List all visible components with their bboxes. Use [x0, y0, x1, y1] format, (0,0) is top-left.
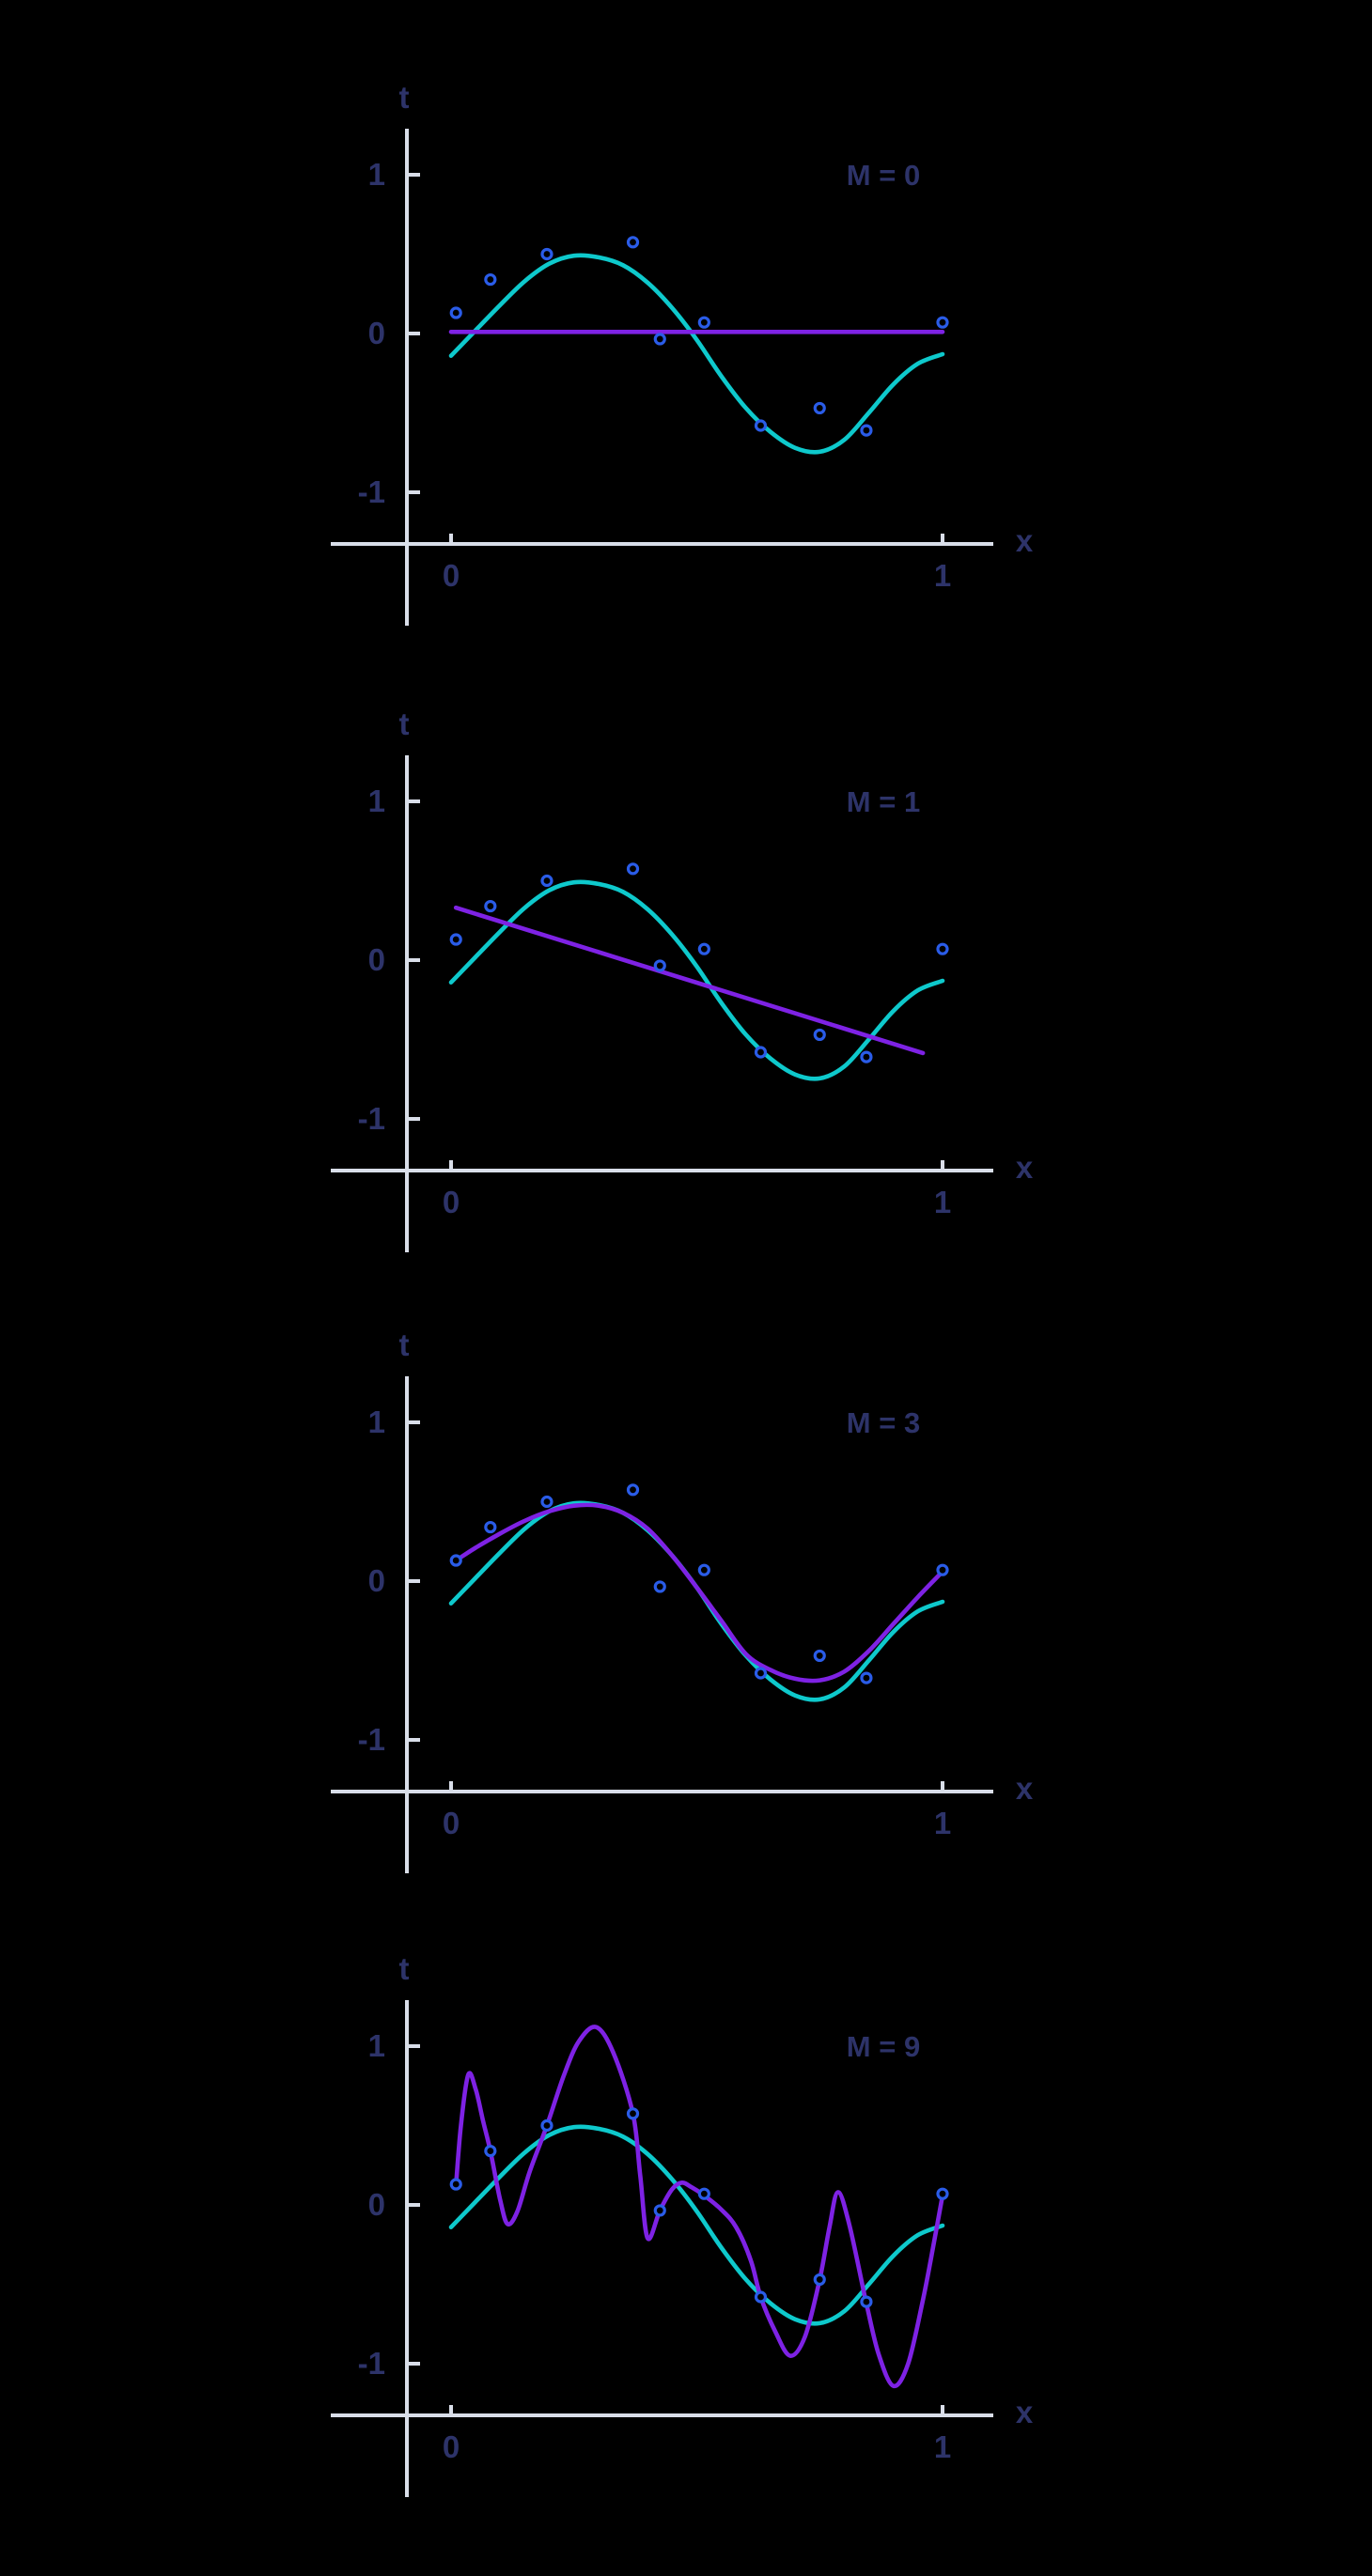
data-point	[754, 419, 768, 432]
data-point	[540, 247, 553, 261]
data-point	[754, 1667, 768, 1680]
data-point	[860, 424, 873, 437]
y-axis-title: t	[399, 1327, 410, 1362]
data-point	[626, 2107, 640, 2120]
x-tick-label: 1	[934, 558, 951, 593]
data-point	[484, 272, 497, 287]
y-tick-label: 0	[368, 1563, 385, 1598]
x-tick-label: 0	[443, 2429, 460, 2464]
data-point	[813, 1028, 826, 1042]
x-tick-label: 1	[934, 1806, 951, 1840]
x-tick-label: 0	[443, 558, 460, 593]
fit-curve	[453, 2025, 945, 2389]
data-point	[484, 2144, 497, 2158]
x-axis-title: x	[1016, 1150, 1034, 1185]
data-point	[449, 306, 462, 319]
data-point	[697, 2187, 710, 2200]
data-point	[449, 2178, 462, 2191]
data-point	[626, 1483, 640, 1497]
x-tick-label: 0	[443, 1806, 460, 1840]
y-tick-label: 1	[368, 157, 385, 192]
x-tick-label: 0	[443, 1185, 460, 1219]
y-tick-label: -1	[358, 1101, 385, 1136]
y-tick-label: 1	[368, 1404, 385, 1439]
y-axis-title: t	[399, 706, 410, 741]
data-point	[754, 1046, 768, 1059]
panel-m9: 1 0 -1 0 1 t x M = 9	[331, 1951, 1034, 2497]
data-point	[754, 2290, 768, 2304]
x-tick-label: 1	[934, 2429, 951, 2464]
data-point	[813, 401, 826, 415]
data-point	[813, 2273, 826, 2287]
y-tick-label: 0	[368, 2187, 385, 2222]
y-tick-label: 0	[368, 316, 385, 350]
y-tick-label: 0	[368, 942, 385, 977]
data-point	[653, 2204, 666, 2217]
panel-m0: 1 0 -1 0 1 t x M = 0	[331, 80, 1034, 626]
fit-curve	[453, 1502, 945, 1684]
panel-m3: 1 0 -1 0 1 t x M = 3	[331, 1327, 1034, 1873]
data-point	[936, 316, 949, 329]
panel-m-label: M = 3	[847, 1406, 920, 1439]
data-point	[860, 1050, 873, 1063]
y-axis-title: t	[399, 1951, 410, 1986]
true-function-curve	[448, 1500, 945, 1702]
data-point	[936, 942, 949, 955]
data-point	[813, 1649, 826, 1663]
data-point	[626, 862, 640, 876]
y-axis-title: t	[399, 80, 410, 115]
panel-m-label: M = 0	[847, 159, 920, 192]
y-tick-label: -1	[358, 1722, 385, 1757]
y-tick-label: 1	[368, 784, 385, 818]
true-function-curve	[448, 2124, 945, 2326]
data-point	[653, 1580, 666, 1593]
data-point	[540, 874, 553, 888]
x-tick-label: 1	[934, 1185, 951, 1219]
x-axis-title: x	[1016, 1771, 1034, 1806]
data-point	[697, 1563, 710, 1576]
data-point	[860, 1671, 873, 1684]
panel-m-label: M = 1	[847, 785, 920, 818]
y-tick-label: -1	[358, 474, 385, 509]
y-tick-label: -1	[358, 2346, 385, 2381]
fit-curve	[453, 905, 926, 1056]
data-point	[626, 236, 640, 249]
y-tick-label: 1	[368, 2028, 385, 2063]
data-point	[697, 316, 710, 329]
panel-m1: 1 0 -1 0 1 t x M = 1	[331, 706, 1034, 1252]
x-axis-title: x	[1016, 523, 1034, 558]
data-point	[860, 2295, 873, 2308]
data-point	[484, 899, 497, 913]
true-function-curve	[448, 253, 945, 455]
true-function-curve	[448, 879, 945, 1081]
data-point	[936, 2187, 949, 2200]
data-point	[697, 942, 710, 955]
data-point	[653, 333, 666, 346]
data-point	[936, 1563, 949, 1576]
data-point	[653, 959, 666, 972]
panel-m-label: M = 9	[847, 2030, 920, 2063]
data-point	[540, 1495, 553, 1509]
x-axis-title: x	[1016, 2395, 1034, 2429]
data-point	[484, 1520, 497, 1534]
data-point	[540, 2118, 553, 2133]
data-point	[449, 933, 462, 946]
data-point	[449, 1554, 462, 1567]
